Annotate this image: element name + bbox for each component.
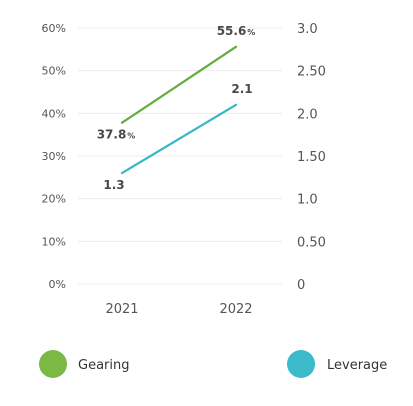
y-right-tick-label: 0 xyxy=(297,278,305,293)
y-left-tick-label: 20% xyxy=(42,193,66,206)
y-right-tick-label: 2.50 xyxy=(297,65,326,80)
y-left-tick-label: 10% xyxy=(42,235,66,248)
legend-label-gearing: Gearing xyxy=(78,358,130,373)
data-label-unit: % xyxy=(127,132,135,141)
y-right-tick-label: 1.50 xyxy=(297,150,326,165)
y-left-tick-label: 60% xyxy=(42,22,66,35)
data-label-value: 2.1 xyxy=(231,82,252,96)
data-label: 37.8% xyxy=(97,128,136,142)
x-tick-label: 2022 xyxy=(219,302,252,317)
y-left-tick-label: 30% xyxy=(42,150,66,163)
data-label: 1.3 xyxy=(103,178,124,192)
legend-swatch-gearing xyxy=(39,350,67,378)
data-label: 2.1 xyxy=(231,82,252,96)
y-left-tick-label: 50% xyxy=(42,65,66,78)
series-line-gearing xyxy=(122,47,236,123)
y-left-tick-label: 40% xyxy=(42,107,66,120)
data-label-unit: % xyxy=(247,28,255,37)
data-label-value: 1.3 xyxy=(103,178,124,192)
y-right-tick-label: 0.50 xyxy=(297,235,326,250)
y-right-tick-label: 2.0 xyxy=(297,107,318,122)
data-label: 55.6% xyxy=(217,24,256,38)
y-right-tick-label: 3.0 xyxy=(297,22,318,37)
legend-swatch-leverage xyxy=(287,350,315,378)
data-label-value: 37.8 xyxy=(97,128,127,142)
y-left-tick-label: 0% xyxy=(49,278,66,291)
x-tick-label: 2021 xyxy=(105,302,138,317)
y-right-tick-label: 1.0 xyxy=(297,193,318,208)
series-line-leverage xyxy=(122,105,236,173)
data-label-value: 55.6 xyxy=(217,24,247,38)
legend-label-leverage: Leverage xyxy=(327,358,387,373)
